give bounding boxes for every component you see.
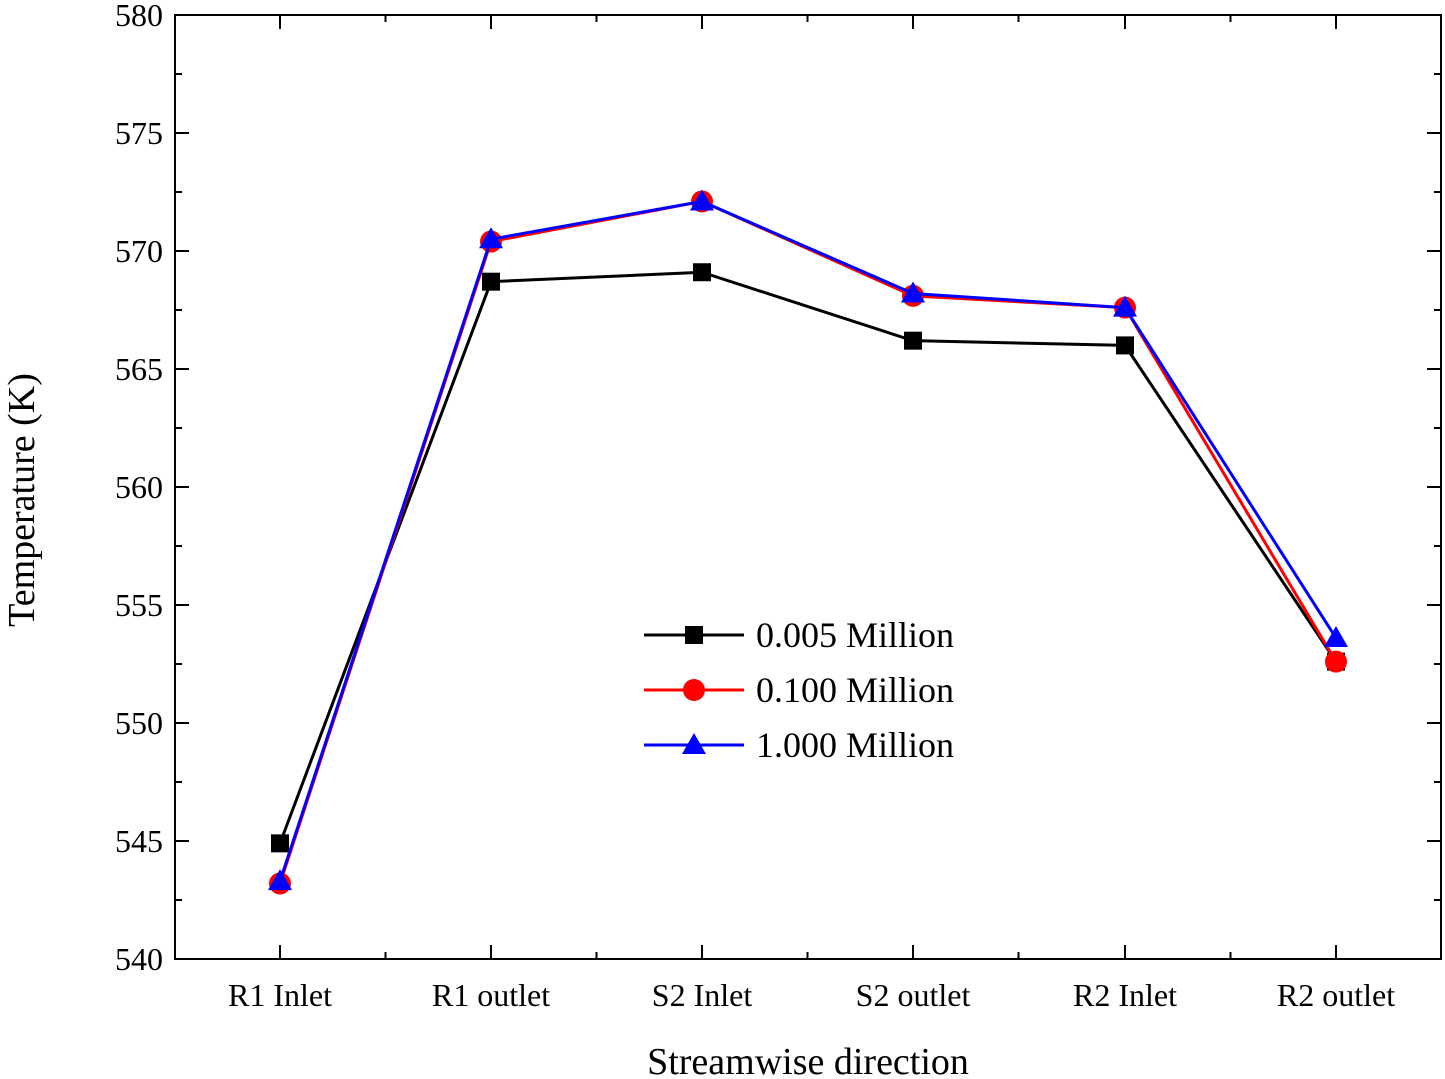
- data-point-series-1: [271, 834, 289, 853]
- data-point-series-3: [901, 281, 925, 303]
- data-point-series-3: [1113, 295, 1137, 317]
- data-point-series-2: [1325, 650, 1347, 673]
- x-axis: R1 Inlet R1 outlet S2 Inlet S2 outlet R2 Inl…: [228, 15, 1395, 1013]
- data-point-series-3: [479, 227, 503, 249]
- y-tick-label: 565: [115, 351, 163, 387]
- data-point-series-1: [482, 272, 500, 291]
- data-point-series-3: [268, 869, 292, 891]
- y-tick-label: 575: [115, 115, 163, 151]
- y-tick-label: 570: [115, 233, 163, 269]
- x-tick-label: S2 Inlet: [652, 977, 753, 1013]
- legend-marker-2: [683, 679, 705, 701]
- x-tick-label: R1 outlet: [432, 977, 550, 1013]
- data-point-series-1: [904, 331, 922, 350]
- x-tick-label: R1 Inlet: [228, 977, 332, 1013]
- y-axis: 540 545 550 555 560 565 570 575 580: [115, 0, 1441, 977]
- y-axis-title: Temperature (K): [1, 373, 43, 627]
- y-tick-label: 580: [115, 0, 163, 33]
- y-tick-label: 540: [115, 941, 163, 977]
- series-line-3: [278, 199, 1338, 882]
- data-point-series-1: [693, 263, 711, 282]
- y-tick-label: 545: [115, 823, 163, 859]
- series-line-1: [278, 270, 1338, 844]
- x-tick-label: R2 outlet: [1277, 977, 1395, 1013]
- legend-label-3: 1.000 Million: [756, 725, 954, 765]
- legend-marker-1: [685, 626, 703, 644]
- series-layer: [268, 189, 1348, 895]
- x-axis-title: Streamwise direction: [647, 1041, 969, 1079]
- series-line-2: [278, 199, 1338, 884]
- legend-label-2: 0.100 Million: [756, 670, 954, 710]
- legend: 0.005 Million 0.100 Million 1.000 Million: [644, 615, 954, 765]
- data-point-series-3: [690, 189, 714, 211]
- data-point-series-1: [1116, 336, 1134, 355]
- y-tick-label: 560: [115, 469, 163, 505]
- plot-frame: [174, 14, 1442, 960]
- x-tick-label: S2 outlet: [856, 977, 971, 1013]
- data-point-series-3: [1324, 626, 1348, 648]
- legend-marker-3: [682, 733, 706, 754]
- y-tick-label: 555: [115, 587, 163, 623]
- legend-label-1: 0.005 Million: [756, 615, 954, 655]
- y-tick-label: 550: [115, 705, 163, 741]
- x-tick-label: R2 Inlet: [1073, 977, 1177, 1013]
